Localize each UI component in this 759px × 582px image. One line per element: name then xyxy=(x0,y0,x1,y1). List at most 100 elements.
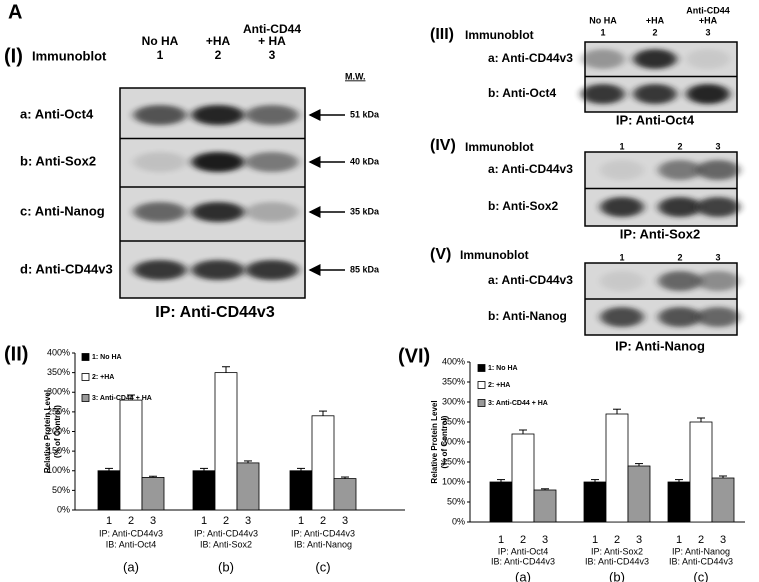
legend-label: 2: +HA xyxy=(92,374,114,381)
blot-band xyxy=(658,271,702,291)
bar xyxy=(605,413,629,523)
lane-number: 2 xyxy=(677,141,682,151)
bar-label: 3 xyxy=(542,534,548,546)
bar xyxy=(489,481,513,523)
y-tick-label: 100% xyxy=(442,476,465,486)
lane-number: 1 xyxy=(157,48,164,62)
legend-label: 3: Anti-CD44 + HA xyxy=(488,400,548,407)
blot-band xyxy=(696,307,740,327)
bar-label: 1 xyxy=(298,515,304,527)
legend-label: 1: No HA xyxy=(92,354,122,361)
lane-name: +HA xyxy=(206,34,231,48)
row-label: a: Anti-Oct4 xyxy=(20,106,94,121)
row-label: b: Anti-Sox2 xyxy=(488,199,559,213)
lane-name: + HA xyxy=(258,34,286,48)
x-tick-label: IP: Anti-Nanog xyxy=(672,546,730,556)
x-tick-label: IB: Anti-CD44v3 xyxy=(491,556,555,566)
bar-label: 3 xyxy=(150,515,156,527)
y-tick-label: 150% xyxy=(47,446,70,456)
lane-name: +HA xyxy=(699,15,718,25)
lane-name: No HA xyxy=(142,34,179,48)
bar xyxy=(627,465,651,523)
blot-band xyxy=(633,84,677,104)
legend-swatch xyxy=(477,364,486,372)
bar-label: 3 xyxy=(245,515,251,527)
y-tick-label: 300% xyxy=(442,396,465,406)
row-label: c: Anti-Nanog xyxy=(20,203,105,218)
lane-name: Anti-CD44 xyxy=(243,22,301,36)
y-tick-label: 200% xyxy=(442,436,465,446)
panel-label: (V) xyxy=(430,246,451,263)
group-label: (c) xyxy=(693,569,708,582)
x-tick-label: IP: Anti-Sox2 xyxy=(591,546,643,556)
row-label: a: Anti-CD44v3 xyxy=(488,51,573,65)
lane-name: +HA xyxy=(646,15,665,25)
row-label: d: Anti-CD44v3 xyxy=(20,261,113,276)
mw-label: 51 kDa xyxy=(350,109,380,119)
bar xyxy=(311,415,335,511)
blot-band xyxy=(133,152,187,172)
group-label: (b) xyxy=(609,569,625,582)
bar-label: 1 xyxy=(106,515,112,527)
x-tick-label: IP: Anti-Oct4 xyxy=(498,546,549,556)
blot-band xyxy=(686,84,730,104)
bar xyxy=(119,399,143,511)
blot-title: Immunoblot xyxy=(460,248,529,262)
blot-band xyxy=(696,197,740,217)
y-tick-label: 100% xyxy=(47,465,70,475)
blot-band xyxy=(245,260,299,280)
blot-band xyxy=(696,160,740,180)
lane-number: 1 xyxy=(619,252,624,262)
bar-label: 1 xyxy=(592,534,598,546)
mw-label: 40 kDa xyxy=(350,156,380,166)
group-label: (a) xyxy=(123,559,139,574)
bar-label: 3 xyxy=(636,534,642,546)
row-label: b: Anti-Sox2 xyxy=(20,153,96,168)
bar xyxy=(333,478,357,511)
x-tick-label: IP: Anti-CD44v3 xyxy=(291,528,355,538)
blot-band xyxy=(245,202,299,222)
mw-label: 85 kDa xyxy=(350,264,380,274)
y-tick-label: 0% xyxy=(452,516,465,526)
bar-label: 1 xyxy=(201,515,207,527)
y-tick-label: 350% xyxy=(47,367,70,377)
bar-label: 2 xyxy=(614,534,620,546)
figure-label: A xyxy=(8,1,22,23)
y-tick-label: 50% xyxy=(447,496,465,506)
blot-band xyxy=(686,49,730,69)
bar-label: 2 xyxy=(520,534,526,546)
blot-band xyxy=(633,49,677,69)
y-tick-label: 400% xyxy=(47,347,70,357)
y-tick-label: 350% xyxy=(442,376,465,386)
x-tick-label: IB: Anti-Sox2 xyxy=(200,539,252,549)
lane-name: Anti-CD44 xyxy=(686,5,730,15)
lane-number: 2 xyxy=(677,252,682,262)
bar-label: 3 xyxy=(720,534,726,546)
bar-label: 1 xyxy=(498,534,504,546)
panel-label: (IV) xyxy=(430,137,456,154)
bar-label: 2 xyxy=(320,515,326,527)
bar-label: 2 xyxy=(698,534,704,546)
legend-swatch xyxy=(81,373,90,381)
lane-number: 1 xyxy=(600,27,605,37)
blot-band xyxy=(600,307,644,327)
lane-number: 3 xyxy=(705,27,710,37)
y-tick-label: 50% xyxy=(52,485,70,495)
blot-band xyxy=(245,152,299,172)
y-axis-label: (% of Control) xyxy=(53,405,62,458)
bar xyxy=(141,477,165,511)
y-tick-label: 250% xyxy=(442,416,465,426)
lane-name: No HA xyxy=(589,15,617,25)
blot-band xyxy=(191,105,245,125)
lane-number: 2 xyxy=(215,48,222,62)
row-label: b: Anti-Oct4 xyxy=(488,86,557,100)
ip-label: IP: Anti-Oct4 xyxy=(616,112,695,127)
y-axis-label: (% of Control) xyxy=(440,415,449,468)
bar-label: 2 xyxy=(128,515,134,527)
ip-label: IP: Anti-Sox2 xyxy=(620,226,700,241)
mw-header: M.W. xyxy=(345,71,366,81)
bar xyxy=(667,481,691,523)
lane-number: 1 xyxy=(619,141,624,151)
bar-label: 3 xyxy=(342,515,348,527)
blot-band xyxy=(600,160,644,180)
